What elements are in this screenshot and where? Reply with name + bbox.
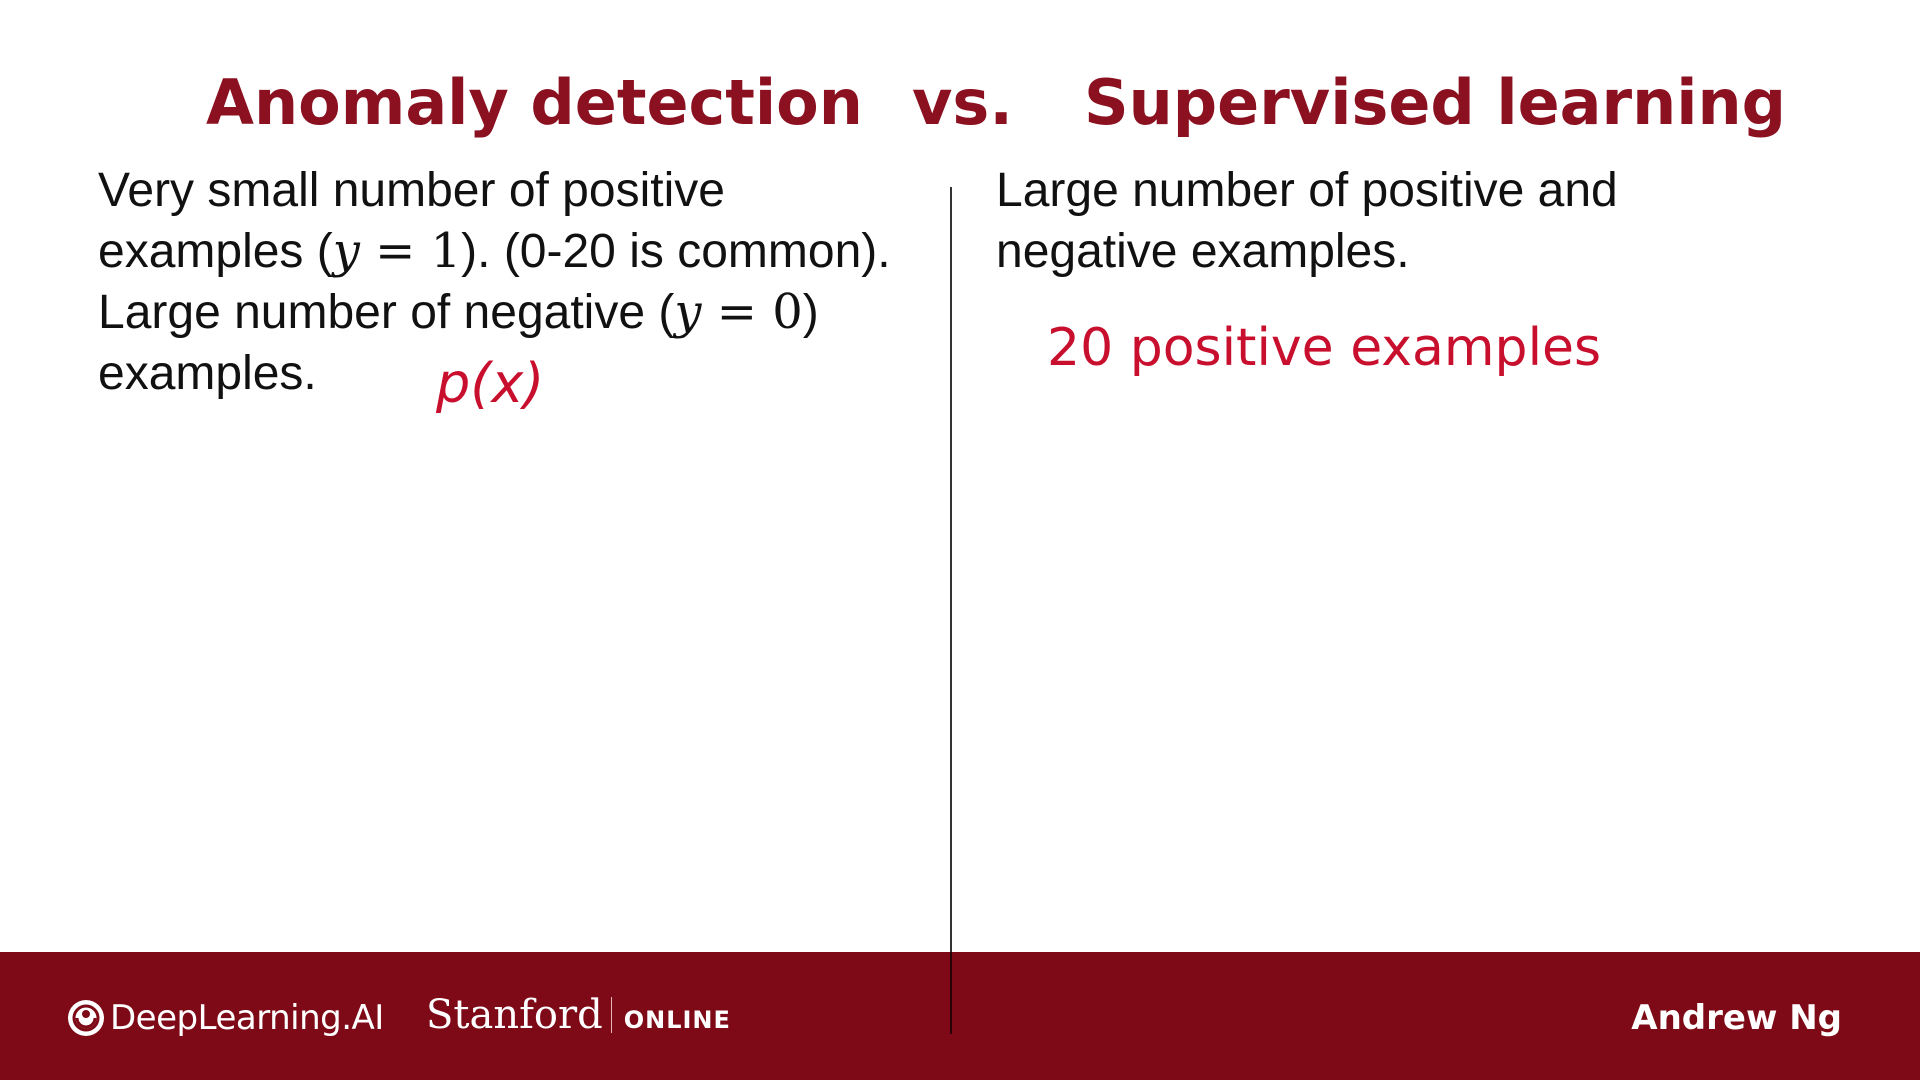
footer-divider: [950, 952, 952, 1034]
handwritten-px-text: p(x): [436, 352, 544, 415]
handwritten-px-note: p(x): [436, 352, 544, 415]
left-line-3-eq: = 0: [701, 284, 803, 340]
stanford-separator: [610, 997, 612, 1033]
left-line-1: Very small number of positive: [98, 164, 725, 217]
left-line-4: examples.: [98, 347, 317, 400]
left-line-2-var: y: [332, 223, 360, 279]
left-line-2-eq: = 1: [359, 223, 462, 279]
left-line-3-text-b: ): [802, 286, 819, 339]
right-line-2: negative examples.: [996, 225, 1410, 278]
stanford-online-logo: Stanford ONLINE: [426, 992, 731, 1038]
stanford-name: Stanford: [426, 992, 603, 1038]
left-line-2: examples (y = 1). (0-20 is common).: [98, 221, 938, 282]
left-line-3-text-a: Large number of negative (: [98, 286, 675, 339]
author-name: Andrew Ng: [1631, 998, 1842, 1038]
left-line-3: Large number of negative (y = 0): [98, 282, 938, 343]
right-column: Large number of positive and negative ex…: [996, 160, 1796, 282]
slide-title: Anomaly detection vs. Supervised learnin…: [0, 66, 1920, 146]
title-left: Anomaly detection: [206, 66, 863, 139]
left-line-2-text-a: examples (: [98, 225, 333, 278]
title-vs: vs.: [912, 66, 1013, 139]
column-divider: [950, 187, 952, 1035]
left-line-3-var: y: [674, 284, 702, 340]
stanford-online: ONLINE: [623, 1006, 731, 1034]
deeplearning-ai-logo-icon: [68, 1000, 104, 1036]
footer-bar: DeepLearning.AI Stanford ONLINE Andrew N…: [0, 952, 1920, 1080]
deeplearning-brand: DeepLearning.AI: [66, 998, 384, 1038]
left-line-2-text-b: ). (0-20 is common).: [461, 225, 891, 278]
left-column: Very small number of positive examples (…: [98, 160, 938, 404]
right-line-1: Large number of positive and: [996, 164, 1618, 217]
brand-name: DeepLearning.AI: [110, 998, 384, 1038]
title-right: Supervised learning: [1084, 66, 1787, 139]
red-annotation: 20 positive examples: [1047, 318, 1602, 378]
